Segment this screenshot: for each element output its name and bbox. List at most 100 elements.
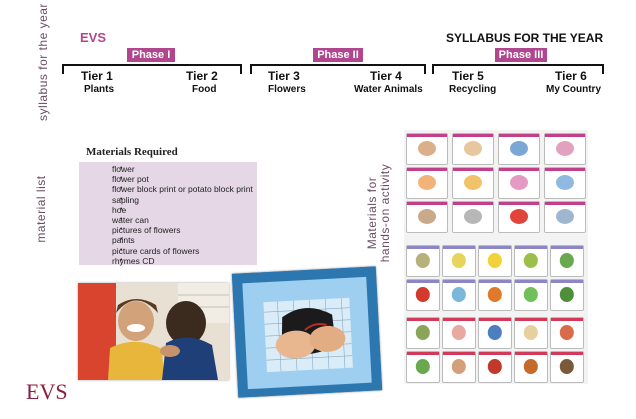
flashcard-picture [487, 325, 503, 340]
list-item: picture cards of flowers [112, 246, 253, 256]
flashcard-picture [556, 175, 574, 190]
flashcard-header-strip [407, 246, 439, 249]
flashcard-picture [464, 175, 482, 190]
flashcard-picture [523, 325, 539, 340]
list-item: hoe [112, 205, 253, 215]
tier-4-topic: Water Animals [354, 84, 423, 95]
flashcard [551, 352, 583, 382]
flashcard [479, 246, 511, 276]
phase-2-badge: Phase II [313, 48, 363, 62]
flashcard-header-strip [479, 318, 511, 321]
timeline-tick [62, 64, 64, 74]
flashcard-header-strip [545, 134, 585, 137]
flashcard [545, 134, 585, 164]
flashcard-header-strip [499, 134, 539, 137]
flashcard [407, 352, 439, 382]
flashcard-header-strip [479, 280, 511, 283]
flashcard-picture [487, 359, 503, 374]
footer-subject-label: EVS [26, 379, 68, 404]
flashcard-picture [418, 175, 436, 190]
tier-1-topic: Plants [84, 84, 115, 95]
timeline-tick [424, 64, 426, 74]
flashcard-picture [415, 359, 431, 374]
flashcard [545, 168, 585, 198]
flashcard-header-strip [453, 168, 493, 171]
flashcard [551, 280, 583, 310]
flashcard-picture [559, 325, 575, 340]
timeline-tick [602, 64, 604, 74]
flashcard-picture [464, 141, 482, 156]
tier-4-name: Tier 4 [370, 69, 402, 83]
flashcard [515, 352, 547, 382]
flashcard-header-strip [551, 280, 583, 283]
flashcard [443, 246, 475, 276]
flashcard-header-strip [407, 168, 447, 171]
flashcard [407, 134, 447, 164]
flashcard-picture [418, 141, 436, 156]
flashcard-picture [415, 287, 431, 302]
flashcard-picture [559, 253, 575, 268]
flashcard [479, 352, 511, 382]
flashcard [479, 318, 511, 348]
flashcard [453, 202, 493, 232]
flashcard [545, 202, 585, 232]
flashcard-header-strip [479, 246, 511, 249]
materials-heading: Materials Required [86, 146, 178, 158]
flashcard-header-strip [499, 168, 539, 171]
flashcard-picture [415, 325, 431, 340]
flashcard-picture [451, 359, 467, 374]
flashcard-picture [556, 209, 574, 224]
flashcard [515, 318, 547, 348]
flashcard [479, 280, 511, 310]
tier-3-name: Tier 3 [268, 69, 300, 83]
flashcard-picture [559, 359, 575, 374]
flashcard-picture [418, 209, 436, 224]
flashcard-picture [487, 287, 503, 302]
syllabus-side-label: syllabus for the year [36, 3, 50, 121]
flashcard-header-strip [407, 134, 447, 137]
flashcard [515, 280, 547, 310]
flashcard-header-strip [515, 318, 547, 321]
flashcard [551, 246, 583, 276]
syllabus-title: SYLLABUS FOR THE YEAR [446, 31, 604, 45]
flashcard-header-strip [443, 318, 475, 321]
hands-on-activity-photo [231, 266, 383, 398]
list-item: rhymes CD [112, 256, 253, 266]
flashcard-picture [559, 287, 575, 302]
tier-2-name: Tier 2 [186, 69, 218, 83]
flashcard-panel [404, 130, 588, 384]
flashcard-picture [510, 209, 528, 224]
timeline-segment-1 [62, 64, 242, 66]
flashcard [407, 318, 439, 348]
flashcard [499, 134, 539, 164]
flashcard-header-strip [551, 318, 583, 321]
flashcard-header-strip [453, 202, 493, 205]
flashcard-header-strip [515, 280, 547, 283]
flashcard [443, 318, 475, 348]
flashcard-picture [523, 287, 539, 302]
flashcard [443, 352, 475, 382]
flashcard-picture [487, 253, 503, 268]
flashcard-header-strip [551, 246, 583, 249]
tier-3-topic: Flowers [268, 84, 306, 95]
list-item: flower block print or potato block print [112, 184, 253, 194]
timeline-tick [240, 64, 242, 74]
tier-1-name: Tier 1 [81, 69, 113, 83]
flashcard [443, 280, 475, 310]
flashcard [453, 168, 493, 198]
subject-heading: EVS [80, 30, 107, 45]
flashcard [551, 318, 583, 348]
flashcard-header-strip [443, 352, 475, 355]
list-item: flower pot [112, 174, 253, 184]
phase-1-badge: Phase I [127, 48, 175, 62]
flashcard-header-strip [407, 280, 439, 283]
flashcard-header-strip [479, 352, 511, 355]
tier-6-topic: My Country [546, 84, 601, 95]
hands-on-side-label: Materials for hands-on activity [365, 163, 392, 263]
list-item: paints [112, 235, 253, 245]
flashcard [407, 168, 447, 198]
flashcard [453, 134, 493, 164]
timeline-tick [250, 64, 252, 74]
flashcard-picture [451, 325, 467, 340]
flashcard-header-strip [545, 202, 585, 205]
